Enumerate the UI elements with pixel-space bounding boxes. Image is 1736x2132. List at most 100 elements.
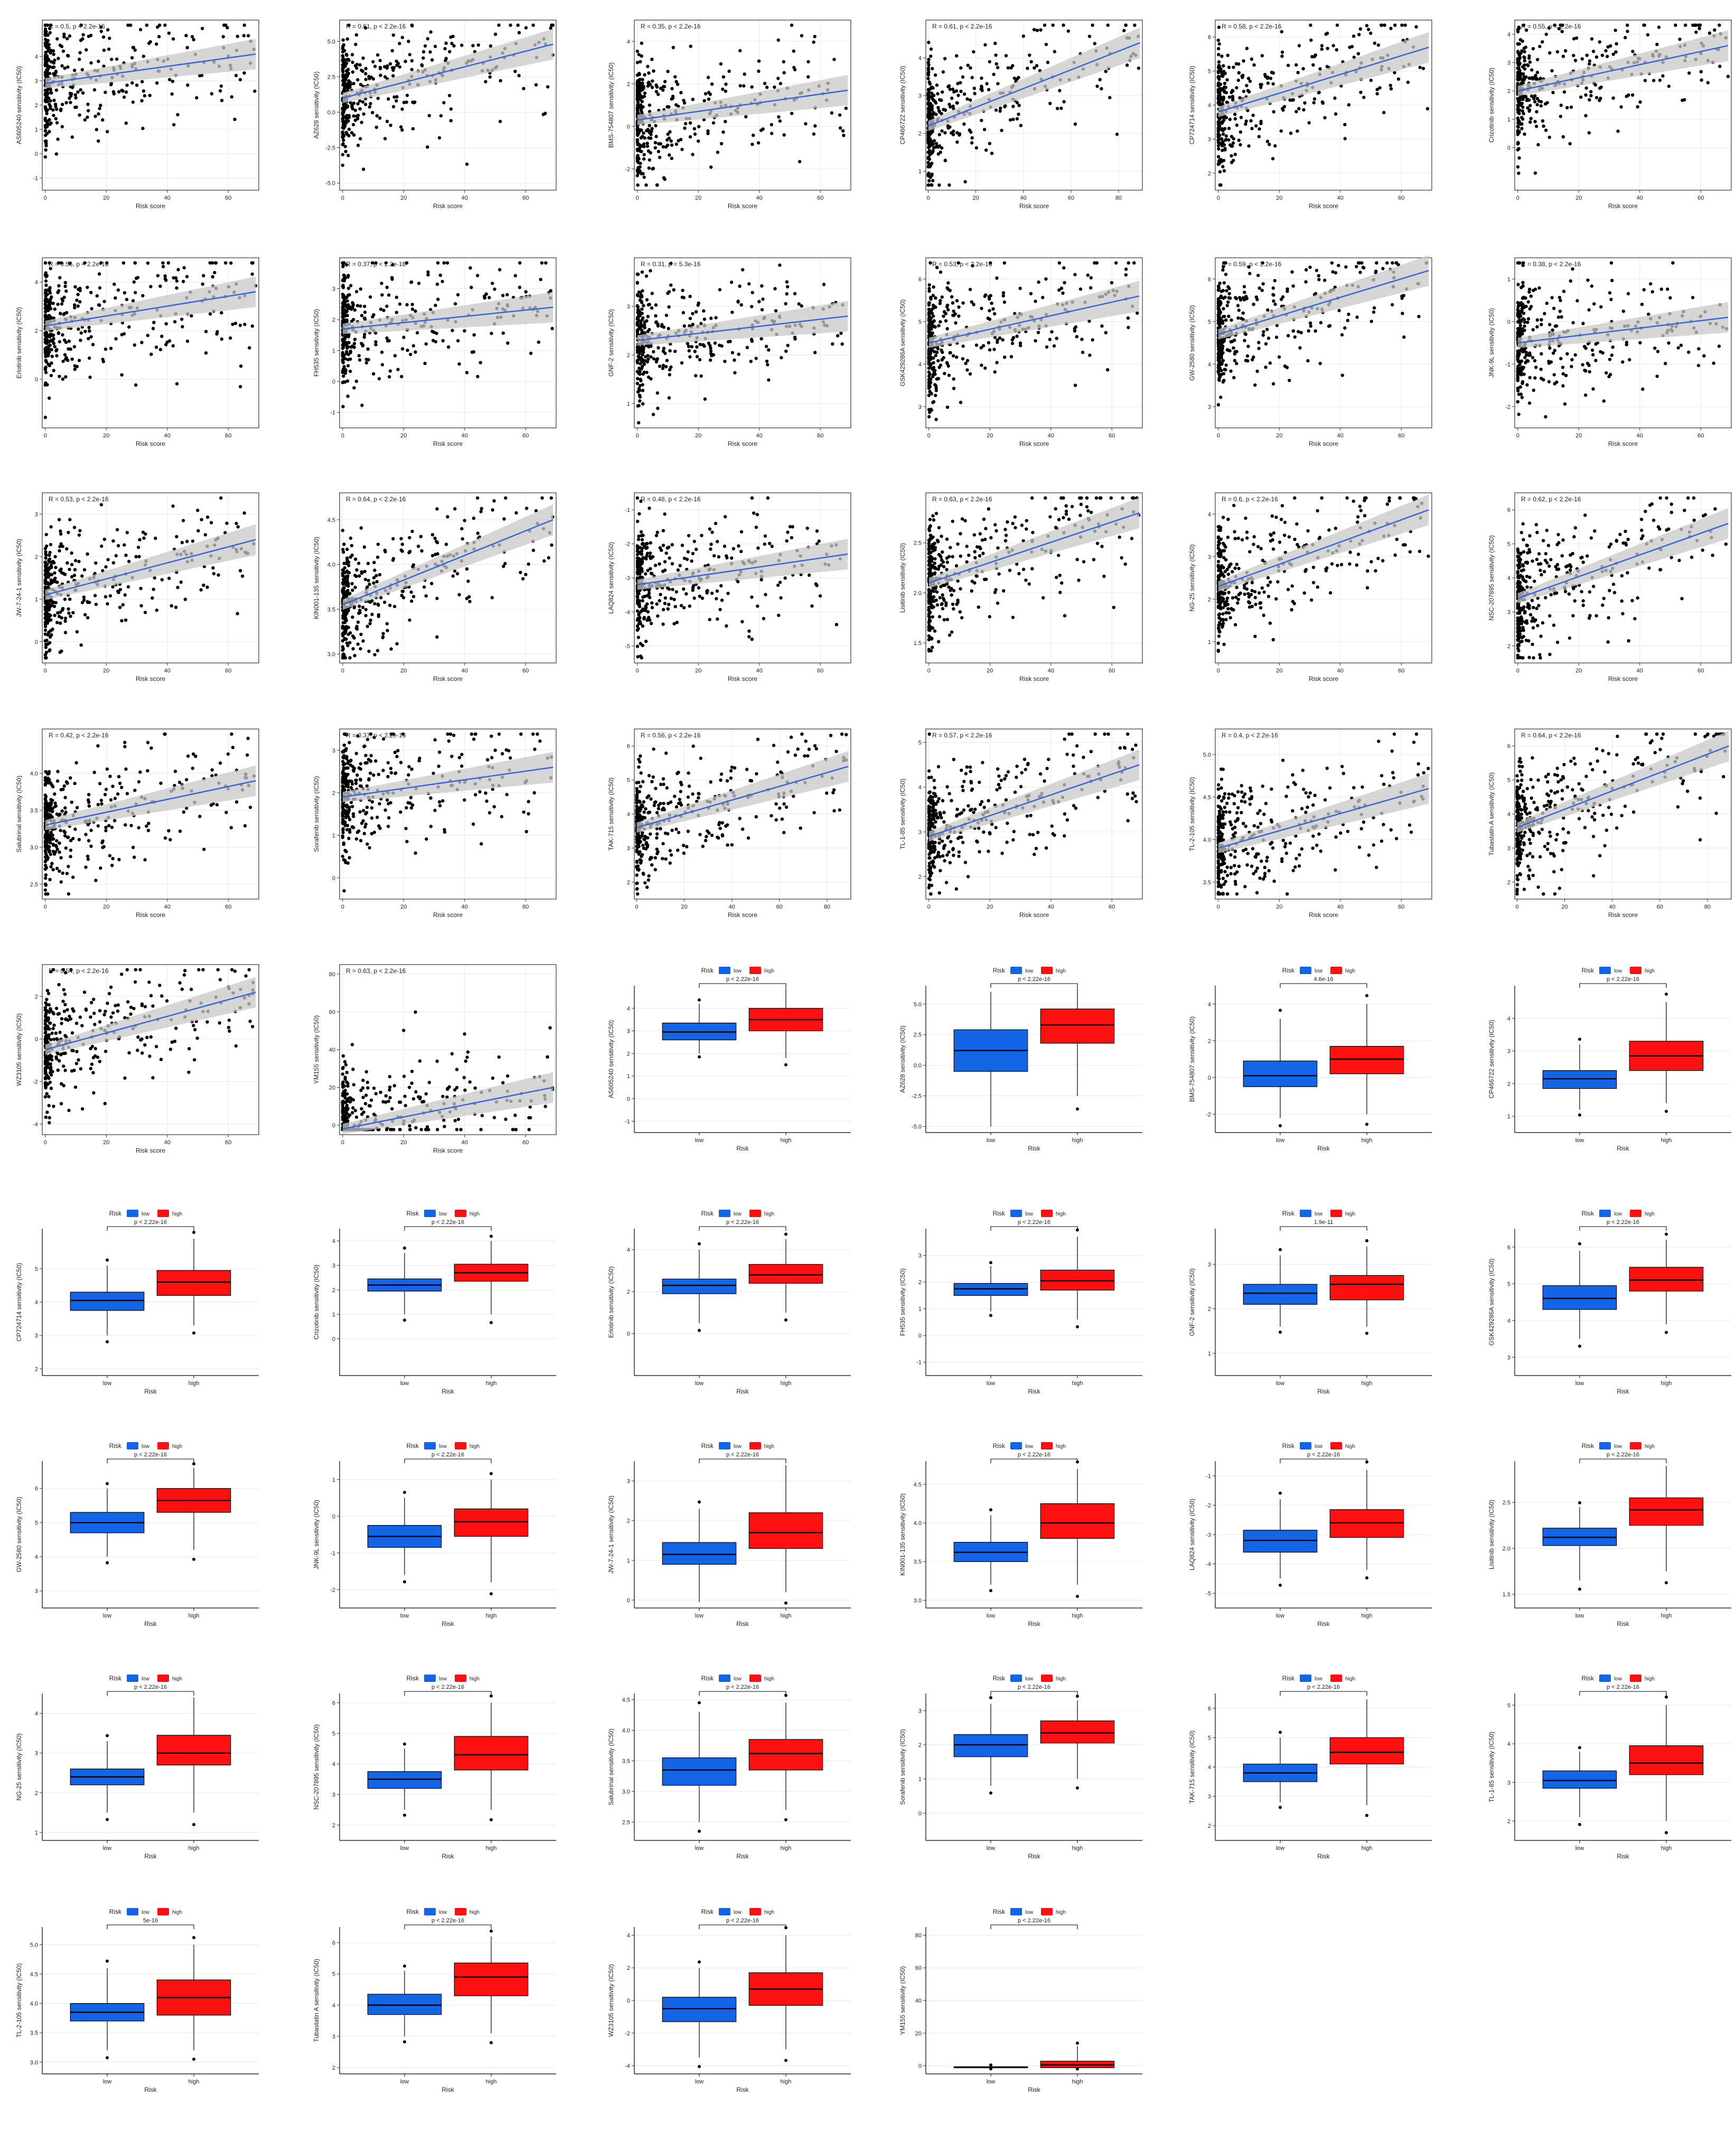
data-point	[341, 79, 345, 82]
data-point	[1252, 303, 1255, 306]
data-point	[192, 38, 195, 42]
data-point	[1036, 331, 1040, 334]
correlation-annotation: R = 0.59, p < 2.2e-16	[1222, 260, 1282, 268]
data-point	[702, 344, 706, 348]
data-point	[46, 39, 50, 43]
data-point	[78, 300, 82, 304]
data-point	[49, 99, 52, 103]
data-point	[1222, 158, 1226, 163]
data-point	[341, 339, 344, 343]
data-point	[1533, 94, 1537, 98]
data-point	[635, 293, 640, 297]
data-point	[641, 96, 644, 99]
data-point	[648, 130, 651, 134]
data-point	[1541, 40, 1544, 44]
data-point	[1318, 67, 1322, 71]
data-point	[50, 354, 54, 358]
data-point	[539, 277, 542, 282]
data-point	[1227, 296, 1231, 300]
data-point	[1000, 128, 1003, 133]
data-point	[345, 105, 350, 109]
data-point	[1522, 46, 1526, 50]
data-point	[43, 383, 48, 387]
data-point	[50, 295, 53, 299]
data-point	[87, 325, 91, 330]
data-point	[1668, 296, 1672, 300]
data-point	[980, 363, 983, 367]
data-point	[1233, 352, 1236, 356]
data-point	[1320, 48, 1324, 51]
data-point	[1216, 74, 1221, 78]
data-point	[411, 100, 415, 104]
data-point	[136, 276, 140, 279]
x-tick-label: 0	[1217, 433, 1220, 439]
data-point	[1517, 130, 1521, 135]
data-point	[1236, 78, 1240, 82]
data-point	[215, 330, 219, 334]
data-point	[942, 314, 945, 318]
y-tick-label: 3	[918, 93, 922, 99]
data-point	[1518, 323, 1523, 328]
data-point	[1227, 286, 1231, 291]
data-point	[730, 280, 734, 284]
data-point	[1327, 324, 1331, 328]
data-point	[1247, 144, 1251, 148]
data-point	[945, 327, 949, 331]
data-point	[1609, 261, 1613, 265]
data-point	[702, 99, 706, 102]
data-point	[1590, 348, 1594, 352]
data-point	[926, 174, 930, 177]
y-tick-label: 4	[35, 279, 38, 286]
data-point	[647, 166, 651, 170]
data-point	[1002, 261, 1007, 265]
data-point	[1227, 292, 1231, 296]
data-point	[842, 134, 846, 137]
data-point	[376, 97, 380, 100]
data-point	[776, 38, 781, 42]
data-point	[928, 164, 933, 167]
data-point	[1561, 366, 1565, 369]
data-point	[1224, 273, 1228, 276]
data-point	[198, 74, 202, 78]
data-point	[101, 358, 105, 361]
data-point	[1011, 64, 1015, 68]
data-point	[1347, 312, 1350, 316]
data-point	[497, 23, 501, 27]
data-point	[1606, 54, 1609, 59]
data-point	[1010, 341, 1015, 345]
data-point	[1228, 117, 1232, 121]
data-point	[943, 57, 947, 61]
y-axis-label: JNK-9L sensitivity (IC50)	[1488, 308, 1495, 378]
data-point	[1523, 132, 1526, 136]
data-point	[1518, 73, 1522, 77]
data-point	[54, 105, 58, 108]
data-point	[1584, 86, 1588, 90]
data-point	[374, 125, 378, 129]
data-point	[1528, 376, 1532, 379]
data-point	[1309, 38, 1313, 42]
y-axis-label: AZ628 sensitivity (IC50)	[313, 71, 320, 138]
x-tick-label: 60	[1697, 195, 1704, 201]
data-point	[1104, 331, 1108, 334]
data-point	[1516, 283, 1520, 286]
x-tick-label: 40	[1637, 433, 1643, 439]
x-tick-label: 40	[462, 195, 468, 201]
x-tick-label: 40	[1337, 433, 1344, 439]
data-point	[1588, 59, 1592, 63]
data-point	[1006, 66, 1010, 70]
data-point	[939, 150, 943, 154]
data-point	[55, 354, 59, 358]
data-point	[1519, 359, 1524, 363]
data-point	[636, 323, 640, 327]
data-point	[928, 390, 932, 394]
data-point	[750, 143, 754, 146]
data-point	[681, 288, 684, 292]
data-point	[44, 315, 48, 320]
data-point	[1294, 63, 1298, 67]
data-point	[1565, 352, 1569, 356]
data-point	[410, 307, 415, 311]
data-point	[112, 282, 116, 286]
data-point	[233, 322, 238, 325]
data-point	[644, 355, 648, 359]
